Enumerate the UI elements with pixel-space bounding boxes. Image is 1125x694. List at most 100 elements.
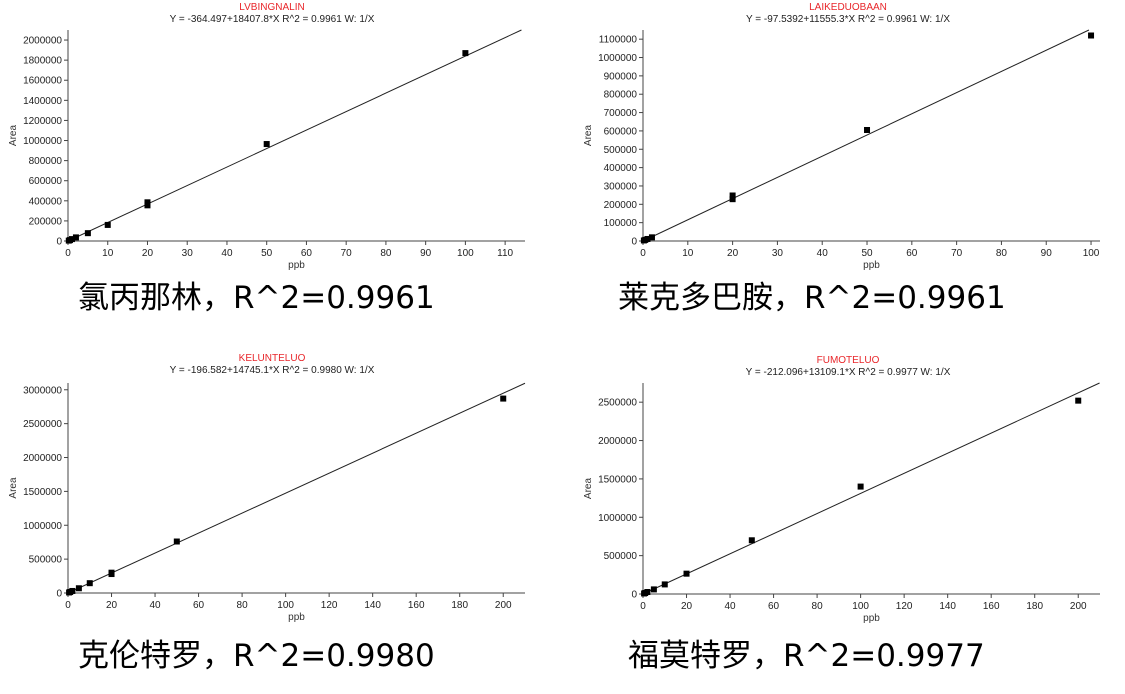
data-point	[462, 50, 469, 57]
regression-equation: Y = -196.582+14745.1*X R^2 = 0.9980 W: 1…	[170, 365, 375, 376]
x-tick-label: 180	[1026, 601, 1043, 612]
y-axis-label: Area	[583, 125, 594, 147]
data-point	[748, 537, 755, 544]
data-point	[683, 570, 690, 577]
y-tick-label: 500000	[604, 145, 638, 156]
data-point	[86, 580, 93, 587]
y-tick-label: 400000	[604, 163, 638, 174]
data-point	[857, 483, 864, 490]
data-point	[729, 192, 736, 199]
data-point	[72, 234, 79, 241]
y-tick-label: 1000000	[598, 513, 637, 524]
x-tick-label: 40	[817, 248, 829, 259]
chart-title: KELUNTELUO	[239, 353, 306, 364]
data-point	[263, 141, 270, 148]
x-tick-label: 80	[996, 248, 1008, 259]
data-point	[104, 221, 111, 228]
y-tick-label: 1000000	[23, 521, 62, 532]
x-tick-label: 200	[495, 600, 512, 611]
x-tick-label: 50	[261, 248, 273, 259]
y-tick-label: 2000000	[23, 36, 62, 47]
x-tick-label: 10	[102, 248, 114, 259]
chart-title: LAIKEDUOBAAN	[809, 2, 887, 13]
chart-title: FUMOTELUO	[817, 355, 880, 366]
y-tick-label: 700000	[604, 108, 638, 119]
y-tick-label: 800000	[29, 156, 63, 167]
data-point	[1075, 397, 1082, 404]
x-tick-label: 80	[812, 601, 824, 612]
y-tick-label: 500000	[29, 555, 63, 566]
x-tick-label: 160	[983, 601, 1000, 612]
x-tick-label: 30	[772, 248, 784, 259]
chart-caption: 福莫特罗，R^2=0.9977	[628, 638, 985, 674]
data-point	[500, 395, 507, 402]
x-tick-label: 80	[237, 600, 249, 611]
chart-caption: 氯丙那林，R^2=0.9961	[78, 280, 435, 316]
regression-equation: Y = -364.497+18407.8*X R^2 = 0.9961 W: 1…	[170, 14, 375, 25]
x-tick-label: 80	[380, 248, 392, 259]
regression-line	[67, 382, 526, 594]
chart-caption: 莱克多巴胺，R^2=0.9961	[618, 280, 1006, 316]
x-tick-label: 140	[364, 600, 381, 611]
data-point	[75, 585, 82, 592]
x-tick-label: 180	[451, 600, 468, 611]
y-tick-label: 100000	[604, 218, 638, 229]
y-axis-label: Area	[8, 125, 19, 147]
y-tick-label: 300000	[604, 181, 638, 192]
x-tick-label: 120	[321, 600, 338, 611]
x-tick-label: 100	[852, 601, 869, 612]
y-tick-label: 1800000	[23, 56, 62, 67]
y-tick-label: 1200000	[23, 116, 62, 127]
x-tick-label: 60	[768, 601, 780, 612]
data-point	[648, 234, 655, 241]
y-tick-label: 1400000	[23, 96, 62, 107]
y-tick-label: 1000000	[598, 53, 637, 64]
data-point	[144, 199, 151, 206]
y-axis-label: Area	[8, 477, 19, 499]
x-axis-label: ppb	[288, 612, 305, 623]
y-tick-label: 600000	[29, 176, 63, 187]
data-point	[69, 587, 76, 594]
x-axis-label: ppb	[288, 260, 305, 271]
x-tick-label: 40	[149, 600, 161, 611]
data-point	[644, 235, 651, 242]
data-point	[661, 581, 668, 588]
y-tick-label: 1500000	[598, 474, 637, 485]
y-axis-label: Area	[583, 478, 594, 500]
x-tick-label: 100	[277, 600, 294, 611]
data-point	[1088, 32, 1095, 39]
y-tick-label: 2500000	[598, 398, 637, 409]
x-tick-label: 90	[420, 248, 432, 259]
x-tick-label: 120	[896, 601, 913, 612]
regression-equation: Y = -212.096+13109.1*X R^2 = 0.9977 W: 1…	[746, 367, 951, 378]
y-tick-label: 400000	[29, 196, 63, 207]
x-tick-label: 60	[193, 600, 205, 611]
x-tick-label: 100	[457, 248, 474, 259]
chart-caption: 克伦特罗，R^2=0.9980	[78, 638, 435, 674]
data-point	[68, 236, 75, 243]
y-tick-label: 500000	[604, 551, 638, 562]
y-tick-label: 200000	[604, 200, 638, 211]
y-tick-label: 1500000	[23, 487, 62, 498]
x-tick-label: 50	[861, 248, 873, 259]
y-tick-label: 2500000	[23, 419, 62, 430]
x-tick-label: 60	[301, 248, 313, 259]
y-tick-label: 0	[631, 237, 637, 248]
y-tick-label: 600000	[604, 126, 638, 137]
x-tick-label: 60	[906, 248, 918, 259]
data-point	[108, 569, 115, 576]
regression-line	[642, 382, 1100, 595]
x-tick-label: 20	[106, 600, 118, 611]
data-point	[144, 202, 151, 209]
x-axis-label: ppb	[863, 613, 880, 624]
y-tick-label: 2000000	[598, 436, 637, 447]
y-tick-label: 1100000	[599, 35, 638, 46]
x-axis-label: ppb	[863, 260, 880, 271]
x-tick-label: 0	[65, 248, 71, 259]
x-tick-label: 10	[682, 248, 694, 259]
x-tick-label: 100	[1083, 248, 1100, 259]
x-tick-label: 200	[1070, 601, 1087, 612]
